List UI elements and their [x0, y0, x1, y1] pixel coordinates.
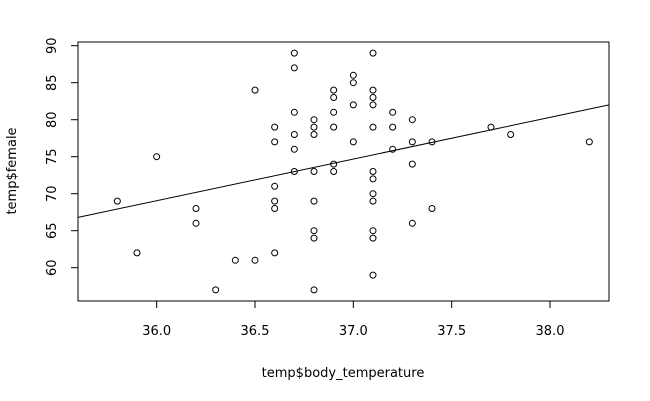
x-axis-label: temp$body_temperature — [262, 366, 425, 381]
y-tick-label: 85 — [45, 74, 60, 91]
data-point — [349, 79, 357, 87]
data-point — [349, 138, 357, 146]
data-point — [330, 168, 338, 175]
data-point — [212, 286, 220, 294]
data-point — [369, 234, 377, 242]
data-point — [310, 131, 318, 138]
data-point — [389, 123, 397, 131]
data-point — [251, 86, 259, 94]
data-point — [290, 145, 298, 153]
data-point — [310, 234, 318, 242]
data-point — [408, 219, 416, 227]
data-point — [369, 101, 377, 109]
data-point — [330, 123, 338, 131]
regression-line-group — [77, 104, 610, 218]
data-point — [290, 168, 298, 175]
y-tick-label: 75 — [45, 148, 60, 165]
data-point — [408, 138, 416, 146]
data-point — [330, 86, 338, 94]
data-point — [369, 197, 377, 205]
data-point — [369, 49, 377, 57]
data-point — [310, 286, 318, 294]
data-point — [271, 249, 279, 257]
data-point — [251, 256, 259, 264]
data-point — [585, 138, 593, 146]
data-point — [271, 138, 279, 146]
data-point — [192, 205, 200, 212]
regression-line — [77, 104, 610, 218]
data-point — [153, 153, 161, 161]
data-point — [369, 190, 377, 198]
data-point — [133, 249, 141, 257]
x-tick-label: 36.0 — [142, 324, 171, 339]
y-tick-label: 70 — [45, 185, 60, 202]
data-point — [271, 197, 279, 205]
y-tick-label: 65 — [45, 222, 60, 239]
y-tick-label: 60 — [45, 259, 60, 276]
data-point — [389, 108, 397, 116]
data-point — [408, 116, 416, 124]
data-points — [113, 49, 593, 294]
data-point — [369, 94, 377, 101]
y-axis: 60 65 70 75 80 85 90 — [45, 37, 79, 276]
y-tick-label: 80 — [45, 111, 60, 128]
data-point — [231, 256, 239, 264]
data-point — [310, 123, 318, 131]
data-point — [507, 131, 515, 138]
data-point — [330, 108, 338, 116]
data-point — [113, 197, 121, 205]
data-point — [192, 219, 200, 227]
data-point — [310, 168, 318, 175]
x-tick-label: 38.0 — [536, 324, 565, 339]
x-tick-label: 36.5 — [241, 324, 270, 339]
data-point — [349, 71, 357, 79]
data-point — [330, 94, 338, 101]
data-point — [369, 175, 377, 183]
data-point — [310, 116, 318, 124]
data-point — [369, 168, 377, 175]
data-point — [290, 49, 298, 57]
data-point — [369, 271, 377, 279]
x-axis: 36.0 36.5 37.0 37.5 38.0 — [142, 300, 565, 339]
y-tick-label: 90 — [45, 37, 60, 54]
x-tick-label: 37.5 — [437, 324, 466, 339]
data-point — [271, 205, 279, 212]
y-axis-label: temp$female — [5, 127, 20, 214]
data-point — [408, 160, 416, 168]
data-point — [290, 131, 298, 138]
data-point — [349, 101, 357, 109]
data-point — [369, 227, 377, 235]
data-point — [290, 108, 298, 116]
x-tick-label: 37.0 — [339, 324, 368, 339]
data-point — [271, 182, 279, 190]
data-point — [369, 123, 377, 131]
data-point — [369, 86, 377, 94]
data-point — [271, 123, 279, 131]
data-point — [310, 197, 318, 205]
data-point — [310, 227, 318, 235]
data-point — [428, 205, 436, 212]
data-point — [389, 145, 397, 153]
data-point — [290, 64, 298, 72]
